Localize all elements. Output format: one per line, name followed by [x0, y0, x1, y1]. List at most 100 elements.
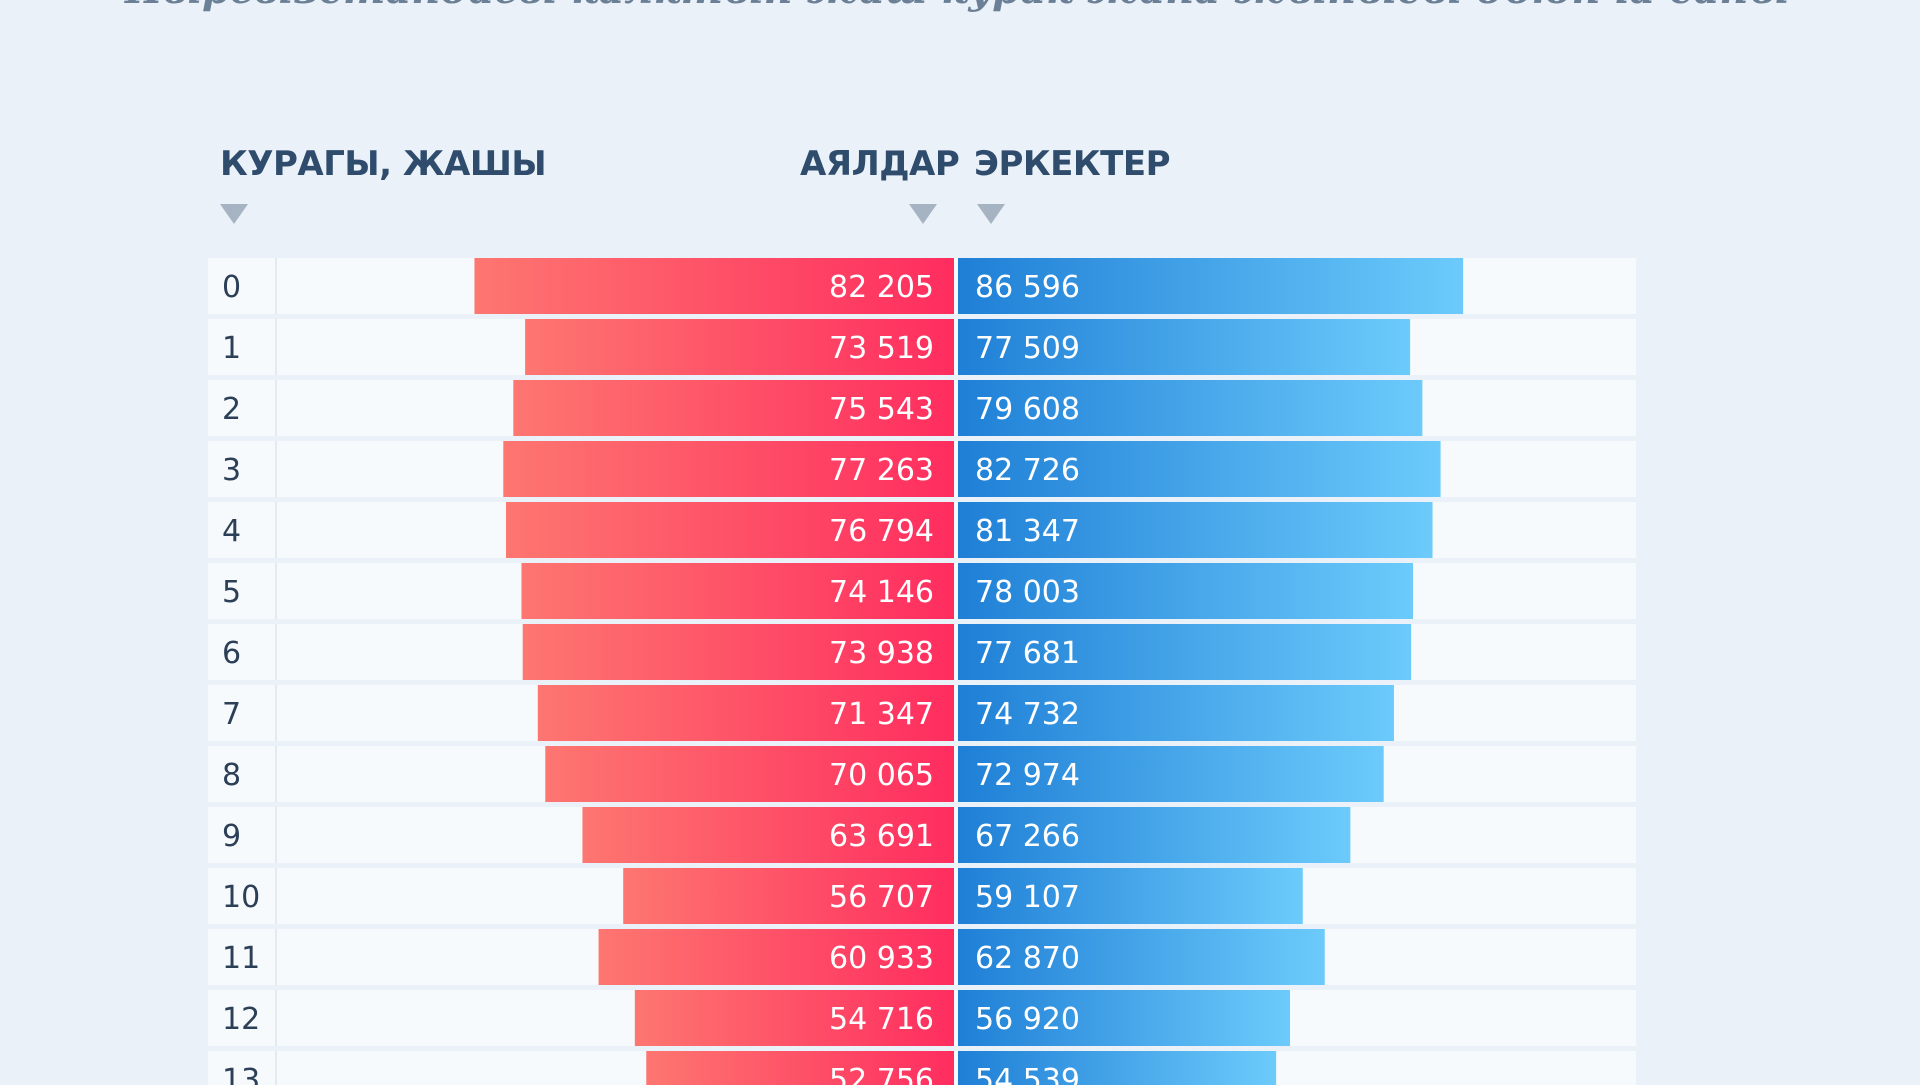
male-value-label: 56 920 [975, 1002, 1080, 1037]
female-bar [521, 563, 954, 619]
table-row: 9 63 691 67 266 [208, 807, 1636, 863]
male-bar [958, 746, 1384, 802]
table-row: 1 73 519 77 509 [208, 319, 1636, 375]
female-value-label: 75 543 [829, 392, 934, 427]
age-label: 11 [222, 941, 260, 976]
male-value-label: 72 974 [975, 758, 1080, 793]
male-value-label: 77 681 [975, 636, 1080, 671]
table-row: 0 82 205 86 596 [208, 258, 1636, 314]
table-row: 6 73 938 77 681 [208, 624, 1636, 680]
table-row: 4 76 794 81 347 [208, 502, 1636, 558]
female-bar [646, 1051, 954, 1085]
male-bar [958, 441, 1441, 497]
male-bar [958, 319, 1411, 375]
table-row: 8 70 065 72 974 [208, 746, 1636, 802]
chart-title: Кыргызстандагы калктын жаш курак жана жы… [125, 0, 1789, 13]
male-value-label: 59 107 [975, 880, 1080, 915]
male-bar [958, 929, 1325, 985]
male-value-label: 74 732 [975, 697, 1080, 732]
female-value-label: 70 065 [829, 758, 934, 793]
female-bar [503, 441, 954, 497]
female-bar [522, 624, 954, 680]
female-value-label: 74 146 [829, 575, 934, 610]
male-value-label: 54 539 [975, 1063, 1080, 1085]
age-column-divider [275, 685, 277, 741]
chart-rows: 0 82 205 86 596 1 73 519 77 509 2 75 543 79 608 3… [208, 258, 1636, 1085]
male-column-header: ЭРКЕКТЕР [974, 144, 1171, 184]
female-value-label: 52 756 [829, 1063, 934, 1085]
female-value-label: 73 519 [829, 331, 934, 366]
age-label: 10 [222, 880, 260, 915]
female-bar [525, 319, 954, 375]
male-value-label: 78 003 [975, 575, 1080, 610]
male-value-label: 77 509 [975, 331, 1080, 366]
male-value-label: 67 266 [975, 819, 1080, 854]
female-value-label: 56 707 [829, 880, 934, 915]
age-sort-triangle-icon [220, 204, 248, 224]
age-column-divider [275, 929, 277, 985]
male-bar [958, 1051, 1277, 1085]
male-bar [958, 380, 1423, 436]
table-row: 5 74 146 78 003 [208, 563, 1636, 619]
female-sort-triangle-icon [909, 204, 937, 224]
age-label: 7 [222, 697, 241, 732]
female-bar [474, 258, 954, 314]
female-bar [582, 807, 954, 863]
male-value-label: 79 608 [975, 392, 1080, 427]
age-column-divider [275, 380, 277, 436]
male-bar [958, 624, 1412, 680]
table-row: 2 75 543 79 608 [208, 380, 1636, 436]
age-column-divider [275, 1051, 277, 1085]
male-value-label: 62 870 [975, 941, 1080, 976]
female-value-label: 82 205 [829, 270, 934, 305]
female-value-label: 60 933 [829, 941, 934, 976]
age-column-divider [275, 319, 277, 375]
female-bar [598, 929, 954, 985]
age-label: 13 [222, 1063, 260, 1085]
female-bar [623, 868, 954, 924]
age-label: 3 [222, 453, 241, 488]
age-label: 6 [222, 636, 241, 671]
female-bar [634, 990, 954, 1046]
female-value-label: 71 347 [829, 697, 934, 732]
male-value-label: 81 347 [975, 514, 1080, 549]
male-bar [958, 807, 1351, 863]
age-column-divider [275, 258, 277, 314]
female-value-label: 77 263 [829, 453, 934, 488]
male-value-label: 82 726 [975, 453, 1080, 488]
male-bar [958, 258, 1464, 314]
age-column-divider [275, 563, 277, 619]
female-value-label: 73 938 [829, 636, 934, 671]
male-bar [958, 868, 1303, 924]
table-row: 3 77 263 82 726 [208, 441, 1636, 497]
age-label: 8 [222, 758, 241, 793]
female-value-label: 76 794 [829, 514, 934, 549]
age-column-divider [275, 502, 277, 558]
age-column-divider [275, 807, 277, 863]
female-bar [506, 502, 954, 558]
age-label: 0 [222, 270, 241, 305]
table-row: 11 60 933 62 870 [208, 929, 1636, 985]
age-column-header: КУРАГЫ, ЖАШЫ [220, 144, 547, 184]
age-column-divider [275, 441, 277, 497]
age-label: 2 [222, 392, 241, 427]
female-bar [545, 746, 954, 802]
age-column-divider [275, 746, 277, 802]
age-label: 1 [222, 331, 241, 366]
table-row: 10 56 707 59 107 [208, 868, 1636, 924]
age-column-divider [275, 868, 277, 924]
age-label: 5 [222, 575, 241, 610]
female-bar [513, 380, 954, 436]
table-row: 7 71 347 74 732 [208, 685, 1636, 741]
male-bar [958, 990, 1291, 1046]
female-value-label: 63 691 [829, 819, 934, 854]
age-column-divider [275, 624, 277, 680]
male-sort-triangle-icon [977, 204, 1005, 224]
age-column-divider [275, 990, 277, 1046]
table-row: 12 54 716 56 920 [208, 990, 1636, 1046]
male-bar [958, 685, 1394, 741]
male-bar [958, 563, 1414, 619]
age-label: 12 [222, 1002, 260, 1037]
female-value-label: 54 716 [829, 1002, 934, 1037]
